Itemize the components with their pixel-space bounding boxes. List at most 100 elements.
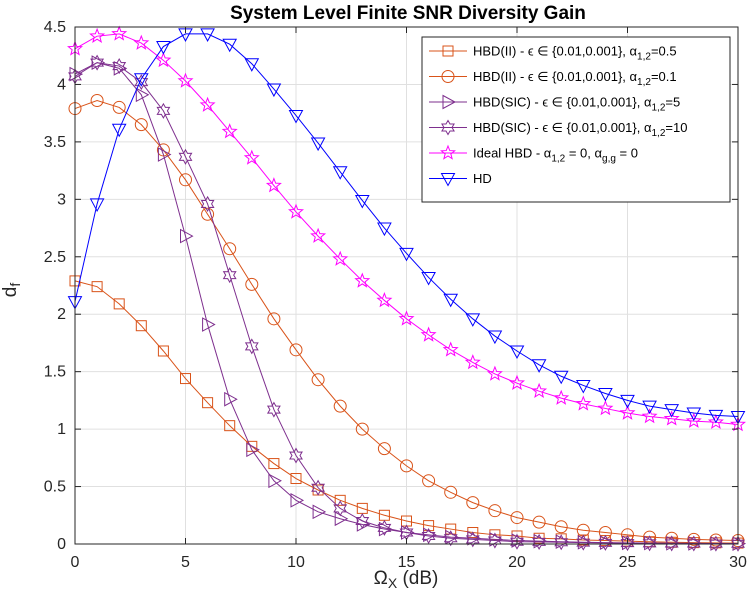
series-line (74, 33, 739, 417)
data-point (620, 394, 635, 409)
data-point (731, 535, 745, 552)
y-tick-label: 4 (57, 76, 66, 93)
legend-label: HBD(II) - ϵ ∈ {0.01,0.001}, α1,2=0.5 (473, 44, 677, 63)
legend-marker (442, 94, 457, 110)
data-point (708, 409, 724, 424)
data-point (289, 343, 303, 357)
legend-item: HBD(II) - ϵ ∈ {0.01,0.001}, α1,2=0.5 (429, 44, 677, 63)
data-point (687, 532, 701, 546)
y-tick-label: 1.5 (44, 364, 66, 381)
data-point (90, 54, 105, 71)
data-point (200, 28, 215, 42)
x-tick-label: 30 (729, 554, 747, 571)
legend-label-part: g,g (602, 154, 616, 165)
data-point (266, 401, 281, 418)
data-point (90, 94, 104, 108)
data-point (598, 534, 613, 551)
data-point (134, 74, 149, 91)
data-point (642, 400, 657, 415)
data-point (465, 313, 481, 327)
data-point (243, 149, 260, 165)
legend-label-part: Ideal HBD - α (473, 146, 552, 161)
data-point (421, 271, 436, 286)
data-point (575, 395, 592, 411)
data-point (134, 118, 148, 132)
data-point (222, 267, 237, 284)
x-tick-label: 5 (181, 554, 190, 571)
legend-item: HBD(SIC) - ϵ ∈ {0.01,0.001}, α1,2=10 (429, 119, 687, 139)
data-point (377, 222, 392, 237)
data-point (464, 354, 481, 370)
legend-item: HBD(SIC) - ϵ ∈ {0.01,0.001}, α1,2=5 (429, 95, 680, 114)
data-point (443, 293, 459, 308)
series-line (74, 33, 739, 426)
data-point (355, 422, 369, 436)
legend-label: HD (473, 171, 492, 186)
data-point (267, 312, 281, 326)
data-point (91, 281, 103, 293)
data-point (156, 102, 171, 119)
data-point (488, 504, 502, 518)
data-point (664, 535, 679, 552)
data-point (531, 359, 547, 373)
data-point (268, 473, 282, 489)
data-point (155, 51, 172, 68)
data-point (224, 391, 238, 407)
data-point (686, 535, 701, 552)
y-tick-label: 3 (57, 191, 66, 208)
series-line (74, 100, 739, 542)
data-point (89, 198, 105, 212)
legend-label-part: HBD(II) - ϵ ∈ {0.01,0.001}, α (473, 44, 638, 59)
legend-marker (440, 144, 456, 160)
data-point (268, 458, 280, 470)
y-tick-label: 3.5 (44, 134, 66, 151)
x-tick-label: 25 (619, 554, 637, 571)
data-point (598, 387, 613, 402)
data-point (532, 515, 546, 529)
data-point (377, 442, 391, 456)
data-point (422, 474, 436, 488)
data-point (288, 203, 304, 219)
data-point (112, 58, 127, 75)
data-point (310, 137, 326, 152)
legend-label-part: 1,2 (652, 128, 666, 139)
series-5 (67, 25, 746, 432)
data-point (224, 420, 236, 432)
legend: HBD(II) - ϵ ∈ {0.01,0.001}, α1,2=0.5HBD(… (421, 36, 731, 203)
data-point (442, 341, 459, 357)
data-point (575, 379, 591, 394)
data-point (597, 400, 614, 416)
data-point (202, 317, 216, 332)
data-point (444, 485, 458, 499)
series-2 (68, 94, 745, 548)
data-point (244, 58, 260, 72)
data-point (178, 148, 193, 165)
legend-label-part: 1,2 (551, 154, 565, 165)
data-point (354, 194, 370, 209)
data-point (554, 534, 569, 551)
data-point (420, 326, 437, 342)
data-point (180, 228, 194, 244)
legend-marker (441, 119, 455, 136)
data-point (708, 535, 723, 552)
data-point (486, 365, 503, 381)
data-point (664, 404, 680, 418)
data-point (310, 227, 327, 243)
x-tick-label: 15 (398, 554, 416, 571)
data-point (532, 533, 547, 550)
data-point (177, 72, 194, 88)
y-tick-label: 2.5 (44, 249, 66, 266)
data-point (663, 410, 680, 426)
data-point (111, 123, 127, 138)
data-point (509, 374, 525, 390)
data-point (487, 532, 502, 549)
x-tick-label: 10 (287, 554, 305, 571)
data-point (377, 519, 392, 536)
data-point (202, 397, 214, 409)
data-point (157, 345, 169, 357)
data-point (221, 123, 238, 139)
legend-marker (442, 45, 454, 57)
data-point (553, 370, 569, 385)
data-point (355, 513, 370, 530)
data-point (112, 100, 126, 114)
